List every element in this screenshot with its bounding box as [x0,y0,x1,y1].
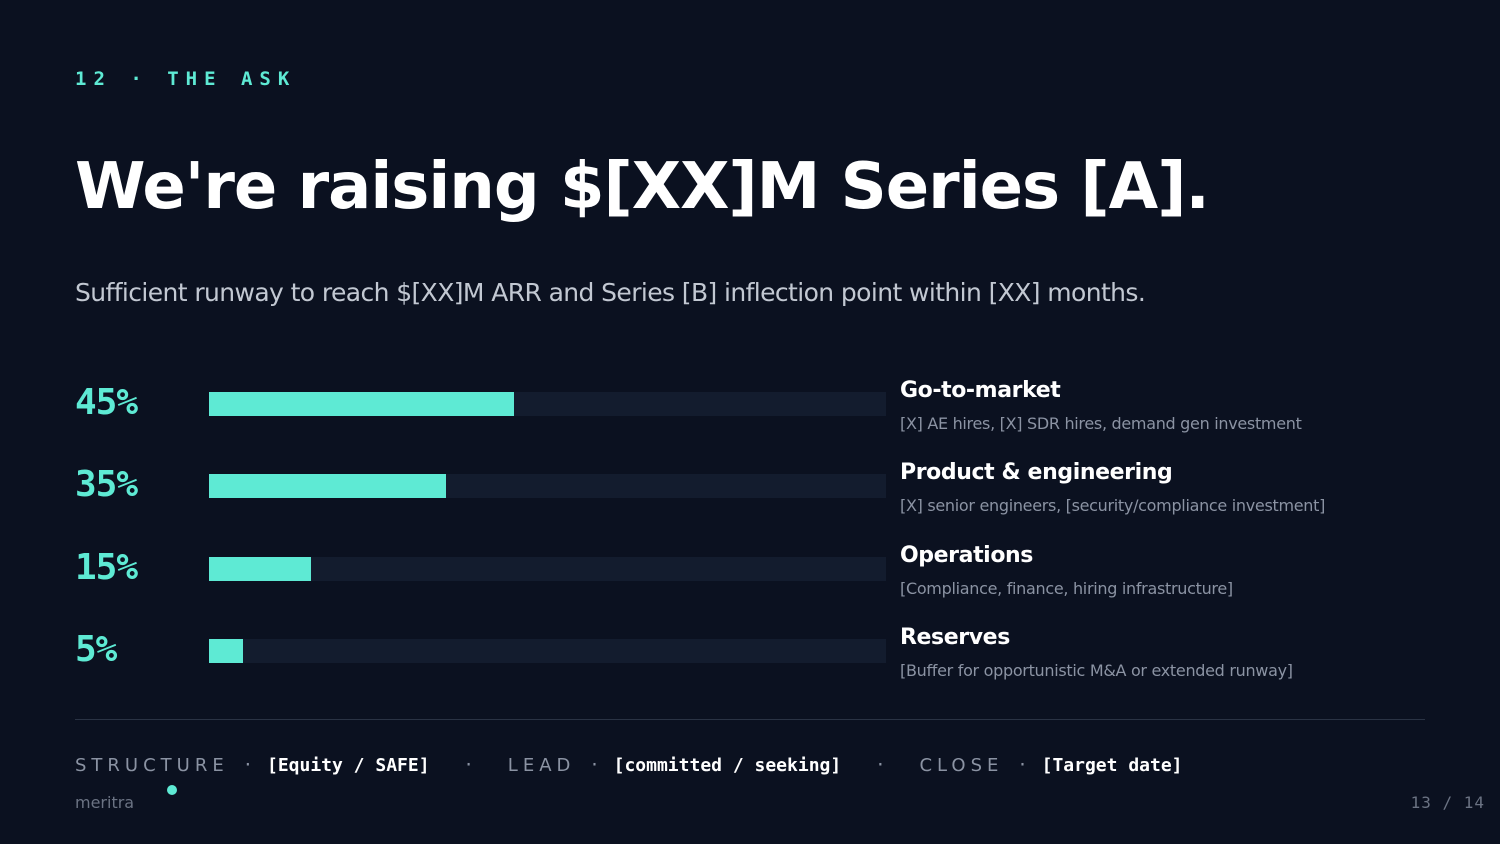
separator: · [589,755,600,775]
allocation-row: 5% Reserves [Buffer for opportunistic M&… [75,621,1425,691]
brand-name: meritra [75,793,135,812]
lead-value: [committed / seeking] [613,754,842,776]
allocation-row: 35% Product & engineering [X] senior eng… [75,456,1425,526]
allocation-fill [209,639,243,663]
divider [75,719,1425,720]
allocation-fill [209,392,514,416]
allocation-percent: 45% [75,382,138,423]
allocation-track [209,474,886,498]
allocation-description: [X] AE hires, [X] SDR hires, demand gen … [900,414,1302,433]
separator: · [875,755,886,775]
allocation-percent: 5% [75,629,117,670]
allocation-track [209,639,886,663]
separator: · [463,755,474,775]
page-indicator: 13 / 14 [1410,793,1485,812]
allocation-category: Operations [900,543,1033,568]
structure-label: STRUCTURE [75,754,229,776]
allocation-track [209,557,886,581]
allocation-category: Product & engineering [900,460,1173,485]
allocation-percent: 35% [75,464,138,505]
close-label: CLOSE [919,754,1004,776]
allocation-description: [X] senior engineers, [security/complian… [900,496,1326,515]
allocation-category: Reserves [900,625,1010,650]
allocation-description: [Buffer for opportunistic M&A or extende… [900,661,1293,680]
structure-value: [Equity / SAFE] [266,754,430,776]
allocation-track [209,392,886,416]
separator: · [1017,755,1028,775]
lead-label: LEAD [507,754,576,776]
progress-dot [167,785,177,795]
separator: · [242,755,253,775]
allocation-percent: 15% [75,547,138,588]
allocation-category: Go-to-market [900,378,1061,403]
allocation-row: 15% Operations [Compliance, finance, hir… [75,539,1425,609]
close-value: [Target date] [1041,754,1183,776]
slide-title: We're raising $[XX]M Series [A]. [75,150,1210,224]
section-eyebrow: 12 · THE ASK [75,68,297,90]
allocation-fill [209,557,311,581]
slide-subtitle: Sufficient runway to reach $[XX]M ARR an… [75,278,1146,307]
deal-terms: STRUCTURE · [Equity / SAFE] · LEAD · [co… [75,752,1183,778]
allocation-description: [Compliance, finance, hiring infrastruct… [900,579,1233,598]
allocation-fill [209,474,446,498]
allocation-row: 45% Go-to-market [X] AE hires, [X] SDR h… [75,374,1425,444]
